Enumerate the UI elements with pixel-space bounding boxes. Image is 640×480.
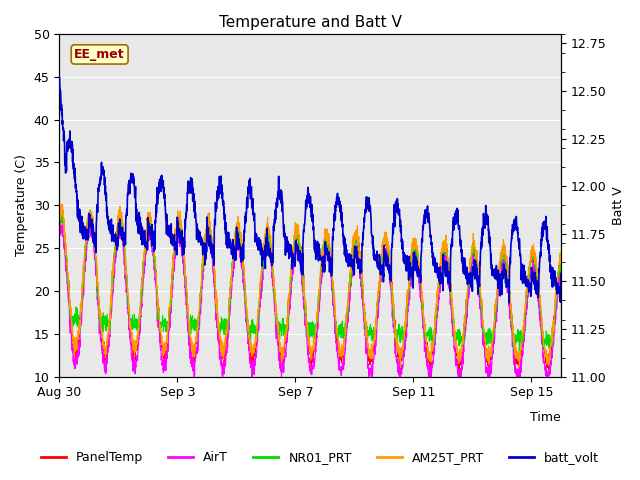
Text: EE_met: EE_met [74, 48, 125, 61]
AM25T_PRT [332, 308, 339, 313]
Line: AirT: AirT [60, 219, 561, 385]
PanelTemp [95, 299, 102, 305]
batt_volt [451, 215, 459, 220]
PanelTemp [557, 258, 565, 264]
Y-axis label: Temperature (C): Temperature (C) [15, 155, 28, 256]
NR01_PRT [451, 335, 459, 340]
AirT [56, 232, 63, 238]
AM25T_PRT [397, 364, 404, 370]
NR01_PRT [95, 300, 102, 306]
NR01_PRT [206, 235, 214, 240]
batt_volt [206, 242, 214, 248]
batt_volt [157, 188, 165, 194]
Y-axis label: Batt V: Batt V [612, 186, 625, 225]
batt_volt [95, 184, 102, 190]
PanelTemp [206, 233, 214, 239]
AirT [332, 319, 339, 324]
AirT [557, 272, 565, 278]
PanelTemp [56, 206, 64, 212]
batt_volt [56, 74, 63, 80]
AirT [95, 312, 102, 318]
NR01_PRT [515, 348, 523, 354]
NR01_PRT [164, 322, 172, 328]
NR01_PRT [557, 255, 565, 261]
Line: AM25T_PRT: AM25T_PRT [60, 204, 561, 367]
AirT [157, 357, 165, 363]
AM25T_PRT [95, 299, 102, 305]
PanelTemp [56, 219, 63, 225]
NR01_PRT [56, 202, 64, 207]
PanelTemp [332, 309, 339, 315]
PanelTemp [515, 371, 523, 377]
AirT [206, 242, 214, 248]
PanelTemp [451, 335, 459, 341]
batt_volt [56, 77, 63, 83]
Text: Time: Time [530, 411, 561, 424]
AM25T_PRT [451, 328, 459, 334]
Title: Temperature and Batt V: Temperature and Batt V [219, 15, 401, 30]
NR01_PRT [332, 315, 339, 321]
Line: batt_volt: batt_volt [60, 77, 561, 303]
AM25T_PRT [206, 230, 214, 236]
AM25T_PRT [58, 201, 65, 207]
AirT [56, 216, 64, 222]
batt_volt [164, 232, 172, 238]
AM25T_PRT [56, 212, 63, 218]
AirT [451, 348, 459, 354]
Line: NR01_PRT: NR01_PRT [60, 204, 561, 351]
AM25T_PRT [164, 322, 172, 327]
AM25T_PRT [557, 250, 565, 255]
batt_volt [332, 216, 339, 222]
NR01_PRT [157, 322, 165, 328]
NR01_PRT [56, 220, 63, 226]
PanelTemp [157, 339, 165, 345]
PanelTemp [164, 332, 172, 338]
batt_volt [505, 300, 513, 306]
batt_volt [557, 271, 565, 276]
AirT [515, 382, 523, 388]
AirT [164, 342, 172, 348]
Legend: PanelTemp, AirT, NR01_PRT, AM25T_PRT, batt_volt: PanelTemp, AirT, NR01_PRT, AM25T_PRT, ba… [36, 446, 604, 469]
AM25T_PRT [157, 336, 165, 342]
Line: PanelTemp: PanelTemp [60, 209, 561, 374]
